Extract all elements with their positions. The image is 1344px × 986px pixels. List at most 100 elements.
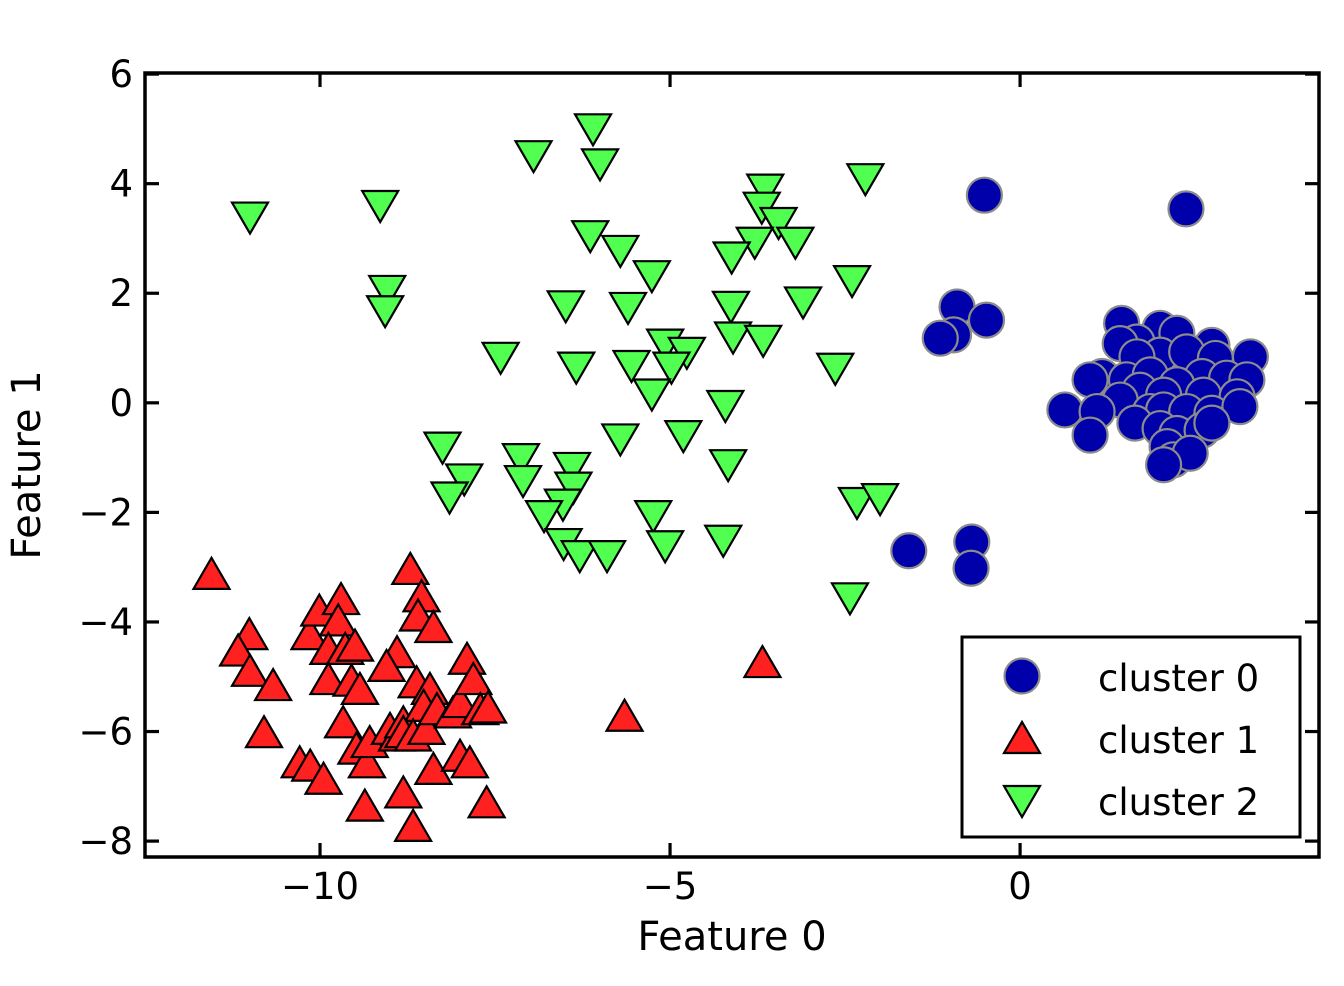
x-tick-label: 0 — [1008, 865, 1032, 908]
data-point — [230, 201, 270, 236]
y-tick-label: −6 — [78, 711, 133, 754]
data-point — [604, 697, 645, 732]
data-point — [503, 464, 543, 500]
data-point — [758, 206, 799, 242]
data-point — [600, 423, 641, 458]
plot-border — [143, 71, 1321, 859]
data-point — [967, 301, 1006, 339]
data-point — [587, 540, 627, 575]
data-point — [323, 704, 364, 739]
legend-label-cluster-2: cluster 2 — [1098, 781, 1259, 824]
data-point — [815, 352, 856, 387]
series-cluster-0 — [890, 176, 1269, 587]
data-point — [711, 290, 751, 326]
data-point — [383, 774, 424, 809]
data-point — [608, 291, 648, 327]
y-tick-label: 0 — [109, 382, 133, 425]
data-point — [611, 349, 652, 385]
x-axis-label: Feature 0 — [637, 914, 826, 960]
data-point — [513, 140, 554, 175]
data-point — [1071, 361, 1109, 399]
data-point — [743, 324, 784, 360]
data-point — [480, 341, 521, 376]
data-point — [367, 274, 408, 310]
data-point — [253, 666, 294, 702]
data-point — [429, 481, 470, 516]
data-point — [244, 713, 284, 749]
data-point — [393, 807, 434, 842]
data-point — [413, 608, 454, 644]
data-point — [289, 615, 330, 651]
y-axis-label: Feature 1 — [4, 370, 50, 559]
data-point — [832, 264, 872, 300]
data-point — [318, 602, 359, 637]
data-point — [663, 420, 704, 455]
data-point — [783, 286, 823, 321]
y-tick-label: −4 — [78, 601, 133, 644]
data-point — [713, 321, 753, 356]
legend-label-cluster-1: cluster 1 — [1098, 719, 1259, 762]
y-tick-label: −8 — [78, 820, 133, 863]
legend-marker-cluster-0-icon — [1003, 657, 1041, 695]
data-point — [1193, 404, 1231, 442]
data-point — [1167, 190, 1205, 228]
data-point — [545, 290, 586, 325]
data-point — [711, 241, 752, 276]
legend-marker-cluster-1-icon — [1002, 719, 1042, 755]
x-tick-label: −5 — [643, 865, 698, 908]
data-point — [559, 540, 600, 575]
data-point — [965, 176, 1003, 214]
data-point — [360, 189, 401, 225]
data-point — [845, 163, 886, 198]
data-point — [335, 627, 375, 662]
data-point — [468, 689, 508, 724]
legend-marker-cluster-2-icon — [1002, 784, 1042, 820]
data-point — [921, 319, 959, 357]
data-point — [444, 463, 485, 498]
data-point — [556, 351, 597, 386]
data-point — [830, 582, 870, 617]
data-point — [230, 652, 270, 687]
series-cluster-2 — [230, 113, 900, 617]
data-point — [365, 295, 406, 330]
data-point — [580, 148, 620, 183]
data-point — [191, 555, 232, 590]
data-point — [633, 500, 674, 535]
data-point — [1071, 416, 1109, 454]
data-point — [553, 471, 594, 506]
y-tick-label: 6 — [109, 53, 133, 96]
data-point — [303, 760, 344, 795]
data-point — [890, 532, 928, 570]
y-tick-label: 2 — [109, 272, 133, 315]
data-point — [524, 500, 564, 535]
legend-label-cluster-0: cluster 0 — [1098, 657, 1259, 700]
data-point — [745, 173, 786, 208]
data-point — [1221, 388, 1259, 426]
data-point — [422, 431, 463, 466]
data-point — [344, 787, 385, 822]
data-point — [340, 670, 380, 706]
data-point — [645, 530, 686, 565]
data-point — [775, 226, 816, 261]
data-point — [366, 647, 407, 682]
y-tick-label: −2 — [78, 491, 133, 534]
data-point — [708, 449, 749, 484]
data-point — [860, 483, 900, 518]
data-point — [347, 744, 387, 779]
series-cluster-1 — [191, 550, 783, 842]
data-point — [501, 443, 541, 478]
data-point — [837, 486, 877, 522]
data-point — [1144, 446, 1183, 484]
data-point — [570, 220, 611, 255]
data-point — [742, 643, 783, 679]
x-tick-label: −10 — [281, 865, 359, 908]
data-point — [600, 234, 641, 270]
data-point — [703, 524, 744, 559]
data-point — [447, 640, 487, 675]
data-point — [466, 784, 507, 819]
data-point — [440, 683, 480, 719]
data-point — [952, 549, 990, 587]
data-point — [308, 660, 349, 696]
